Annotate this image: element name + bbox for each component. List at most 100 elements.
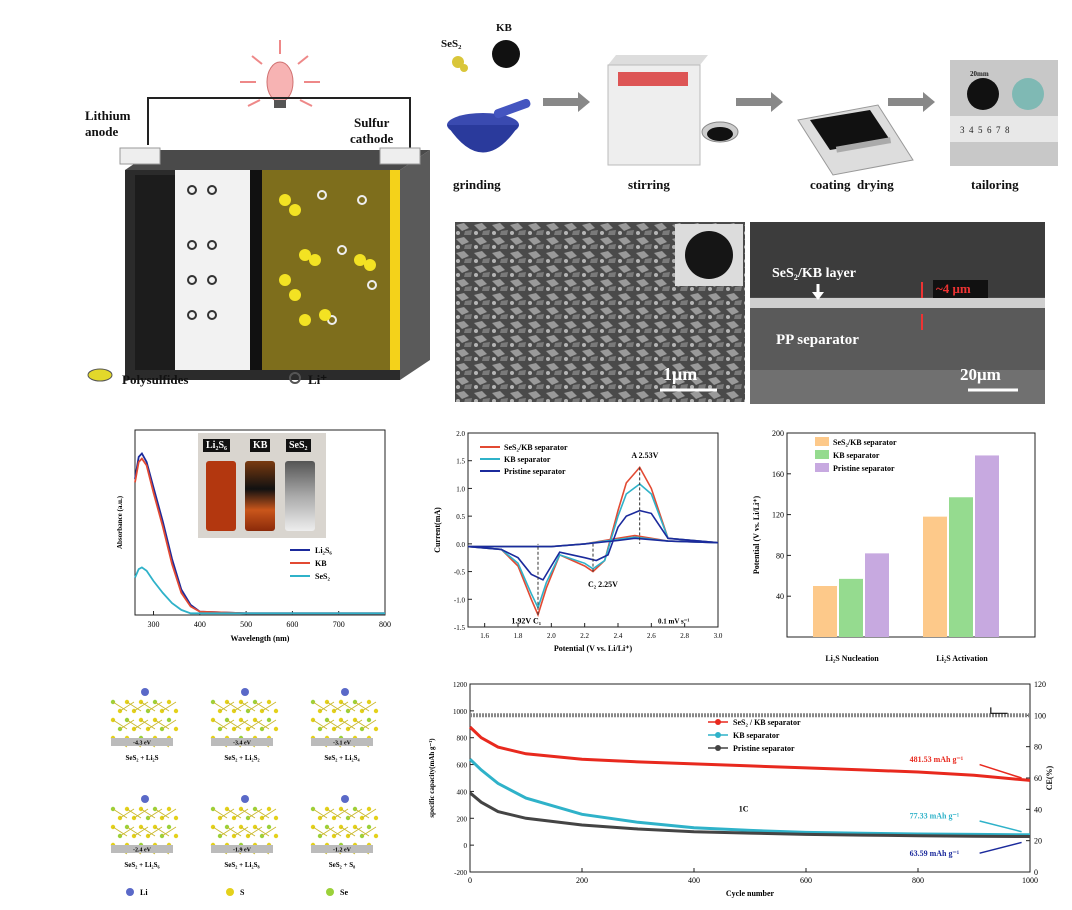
legend-label: Pristine separator bbox=[733, 744, 795, 753]
li-atom bbox=[241, 688, 249, 696]
legend-atom bbox=[126, 888, 134, 896]
x-tick-label: 2.0 bbox=[547, 632, 556, 640]
lattice-bond bbox=[219, 719, 235, 730]
cycle-plot: 0 200 400 600 800 1000-2000200400600800100012… bbox=[428, 680, 1054, 898]
lattice-atom bbox=[366, 699, 372, 705]
energy-label: -3.4 eV bbox=[233, 741, 252, 747]
y2-tick-label: 40 bbox=[1034, 805, 1042, 814]
peak-c2-label: C₂ 2.25V bbox=[588, 580, 618, 589]
energy-box bbox=[211, 738, 273, 746]
x-tick-label: 1000 bbox=[1022, 876, 1038, 885]
ce-arrow bbox=[990, 707, 1008, 714]
energy-label: -2.4 eV bbox=[133, 848, 152, 854]
lattice-bond bbox=[361, 808, 377, 819]
legend-swatch bbox=[815, 437, 829, 446]
legend-label: KB separator bbox=[833, 451, 880, 460]
uv-chart: 300 400 500 600 700 800 Wavelength (nm) Absorba… bbox=[110, 425, 400, 665]
x-tick-label: 400 bbox=[194, 620, 206, 629]
lattice-bond bbox=[326, 826, 342, 837]
li-atom bbox=[341, 688, 349, 696]
lattice-bond bbox=[312, 701, 328, 712]
lattice-bond bbox=[126, 826, 142, 837]
bar-1-0 bbox=[923, 516, 947, 637]
lattice-bond bbox=[333, 826, 349, 837]
structure-label: SeS₂ + Li₂S₆ bbox=[124, 861, 159, 869]
polysulfide-markers bbox=[279, 194, 376, 326]
lattice-bond bbox=[247, 701, 263, 712]
lattice-atom bbox=[173, 726, 179, 732]
structure-label: SeS₂ + Li₂S₈ bbox=[224, 861, 259, 869]
lattice-atom bbox=[166, 824, 172, 830]
lattice-bond bbox=[361, 826, 377, 837]
lattice-bond bbox=[147, 701, 163, 712]
x-tick-label: 2.6 bbox=[647, 632, 656, 640]
lattice-bond bbox=[247, 826, 263, 837]
x-tick-label: 800 bbox=[912, 876, 924, 885]
x-axis-label: Wavelength (nm) bbox=[231, 634, 290, 643]
lattice-bond bbox=[340, 826, 356, 837]
lattice-bond bbox=[312, 808, 328, 819]
lattice-bond bbox=[333, 701, 349, 712]
coater-icon bbox=[797, 104, 914, 176]
legend-marker bbox=[715, 745, 721, 751]
y-tick-label: -1.0 bbox=[454, 596, 466, 604]
lattice-bond bbox=[261, 826, 277, 837]
lattice-bond bbox=[161, 701, 177, 712]
y-tick-label: 40 bbox=[776, 592, 784, 601]
legend-label: Pristine separator bbox=[833, 464, 895, 473]
lattice-bond bbox=[154, 719, 170, 730]
energy-box bbox=[211, 845, 273, 853]
lattice-bond bbox=[254, 826, 270, 837]
lattice-bond bbox=[140, 719, 156, 730]
lattice-bond bbox=[354, 701, 370, 712]
lattice-bond bbox=[319, 719, 335, 730]
capacity-series-1 bbox=[468, 758, 1031, 837]
y2-tick-label: 0 bbox=[1034, 868, 1038, 877]
y-tick-label: 600 bbox=[457, 762, 468, 770]
lattice-atom bbox=[366, 824, 372, 830]
bar-0-2 bbox=[865, 553, 889, 637]
energy-label: -3.1 eV bbox=[333, 741, 352, 747]
ses2-powder-icon bbox=[452, 56, 468, 72]
lattice-bond bbox=[161, 808, 177, 819]
lattice-bond bbox=[347, 826, 363, 837]
lattice-bond bbox=[261, 719, 277, 730]
legend-label: Li₂S₆ bbox=[315, 546, 332, 555]
cycle-chart: 0 200 400 600 800 1000 -200 0 200 400 600 800 1000 12… bbox=[418, 676, 1068, 906]
lattice-bond bbox=[312, 719, 328, 730]
lattice-atom bbox=[273, 815, 279, 821]
lattice-bond bbox=[340, 701, 356, 712]
sem-top-view: 1μm bbox=[455, 222, 745, 402]
li-atom bbox=[241, 795, 249, 803]
sem-cross-drawing bbox=[750, 222, 1045, 404]
lattice-bond bbox=[119, 701, 135, 712]
y-tick-label: 0.0 bbox=[456, 541, 465, 549]
lattice-bond bbox=[154, 808, 170, 819]
ruler-marks: 3 4 5 6 7 8 bbox=[960, 125, 1010, 135]
y-tick-label: 200 bbox=[772, 429, 784, 438]
y-tick-label: 120 bbox=[772, 511, 784, 520]
li-atom bbox=[341, 795, 349, 803]
lattice-bond bbox=[354, 808, 370, 819]
lattice-bond bbox=[147, 808, 163, 819]
energy-label: -1.2 eV bbox=[333, 848, 352, 854]
li-ion-label: Li⁺ bbox=[308, 372, 328, 387]
lattice-atom bbox=[166, 806, 172, 812]
arrow-icon bbox=[543, 92, 590, 112]
step-tailoring: tailoring bbox=[971, 177, 1019, 192]
legend-atom bbox=[226, 888, 234, 896]
structure-label: SeS₂ + Li₂S bbox=[125, 754, 158, 762]
cross-scale: 20μm bbox=[960, 365, 1001, 384]
lattice-atom bbox=[266, 806, 272, 812]
x-tick-label: 700 bbox=[333, 620, 345, 629]
lattice-bond bbox=[133, 808, 149, 819]
y-tick-label: 80 bbox=[776, 551, 784, 560]
legend-label: KB separator bbox=[733, 731, 780, 740]
li-atom bbox=[141, 795, 149, 803]
x-tick-label: 400 bbox=[688, 876, 700, 885]
uv-series-1 bbox=[134, 457, 385, 615]
lattice-bond bbox=[240, 826, 256, 837]
category-label: Li₂S Nucleation bbox=[825, 654, 879, 663]
energy-box bbox=[111, 845, 173, 853]
lattice-bond bbox=[112, 808, 128, 819]
